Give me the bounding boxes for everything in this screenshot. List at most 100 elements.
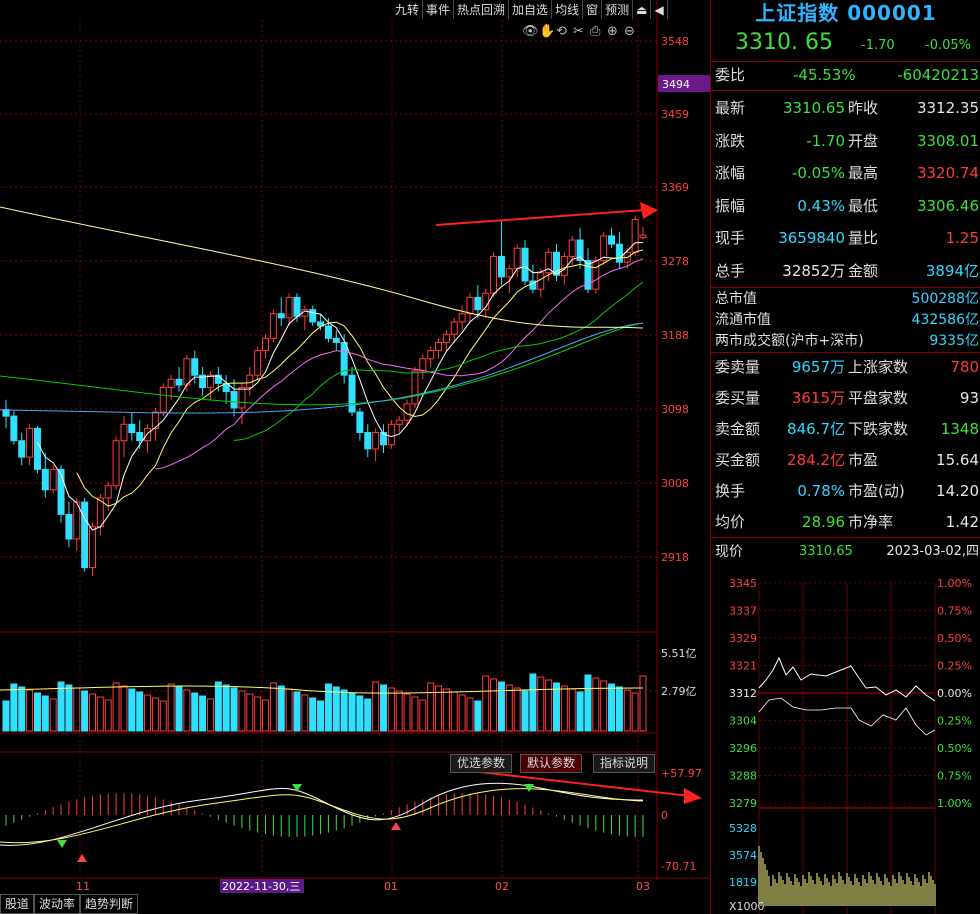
quote-value: 3306.46 xyxy=(916,196,979,215)
candle xyxy=(81,501,89,569)
zoom-in-icon[interactable]: ⊕ xyxy=(607,24,618,39)
sell-signal-icon xyxy=(524,784,534,792)
quote-label: 最低 xyxy=(848,196,879,215)
indicator-help-button[interactable]: 指标说明 xyxy=(593,754,656,773)
candle xyxy=(497,255,505,278)
mini-price-tick: 3345 xyxy=(729,577,757,590)
volume-bar xyxy=(631,692,639,732)
volume-bar xyxy=(254,696,262,732)
toolbar-item[interactable]: 预测 xyxy=(602,0,634,19)
candle xyxy=(112,440,120,487)
scissors-icon[interactable]: ✂ xyxy=(573,24,584,39)
candle xyxy=(309,309,317,323)
intraday-minute-chart[interactable]: 3345 1.00% 3337 0.75% 3329 0.50% 3321 0.25% 3312… xyxy=(711,570,980,914)
date-tick: 11 xyxy=(76,880,90,893)
optimal-params-button[interactable]: 优选参数 xyxy=(450,754,513,773)
candle xyxy=(175,378,183,386)
zoom-out-icon[interactable]: ⊖ xyxy=(624,24,635,39)
quote-value: 1.25 xyxy=(945,229,979,247)
stock-change-pct: -0.05% xyxy=(925,38,971,53)
bottom-tabs: 股道 波动率 趋势判断 xyxy=(0,894,139,914)
volume-bar xyxy=(427,682,435,732)
lock-icon[interactable]: ⏏ xyxy=(633,0,652,19)
volume-bar xyxy=(183,689,191,732)
candle xyxy=(89,526,97,569)
toolbar-item[interactable]: 加自选 xyxy=(509,0,553,19)
eye-icon[interactable]: 👁 xyxy=(522,24,539,39)
quote-label: 最高 xyxy=(848,164,879,182)
candle xyxy=(435,341,443,352)
toolbar-item[interactable]: 事件 xyxy=(423,0,455,19)
volume-bar xyxy=(419,699,427,732)
tab-trend[interactable]: 趋势判断 xyxy=(80,894,139,914)
market-value: 9335亿 xyxy=(929,333,979,349)
volume-bar xyxy=(466,697,474,732)
now-date: 2023-03-02,四 xyxy=(886,544,979,559)
toolbar-item[interactable]: 热点回溯 xyxy=(454,0,510,19)
buy-signal-icon xyxy=(391,822,401,830)
date-tick: 2022-11-30,三 xyxy=(222,880,300,893)
tab-volatility[interactable]: 波动率 xyxy=(34,894,81,914)
volume-bar xyxy=(2,700,10,732)
volume-bar xyxy=(490,678,498,732)
candle xyxy=(411,370,419,405)
mini-price-tick: 3279 xyxy=(729,797,757,810)
candle xyxy=(395,419,403,425)
current-price-box xyxy=(658,75,710,92)
candle xyxy=(183,358,191,386)
stat-label: 市盈 xyxy=(848,451,879,469)
annotation-arrow xyxy=(435,209,646,226)
mini-pct-tick: 0.75% xyxy=(937,770,972,783)
candle xyxy=(332,337,340,343)
weibi-label: 委比 xyxy=(715,66,746,84)
candle xyxy=(490,255,498,294)
toolbar-item[interactable]: 九转 xyxy=(392,0,424,19)
kline-chart-area[interactable]: 3548 3459 3369 3278 3188 3098 3008 2918 3494 👁 ✋ ⟲ ✂… xyxy=(0,0,710,914)
volume-bar xyxy=(301,694,309,732)
candle xyxy=(568,239,576,257)
sell-signal-icon xyxy=(57,840,67,848)
stat-value: 846.7亿 xyxy=(787,420,845,438)
ma60-line xyxy=(0,322,644,414)
undo-icon[interactable]: ⟲ xyxy=(556,24,567,39)
quote-label: 昨收 xyxy=(848,99,879,117)
ma10-line xyxy=(76,249,644,507)
volume-bar xyxy=(552,682,560,732)
print-icon[interactable]: ⎙ xyxy=(590,24,601,39)
volume-bar xyxy=(497,681,505,732)
quote-value: 3308.01 xyxy=(916,131,979,150)
date-tick: 02 xyxy=(495,880,509,893)
volume-bar xyxy=(238,690,246,732)
quote-value: 32852万 xyxy=(782,261,845,280)
candle xyxy=(537,272,545,290)
toolbar-item[interactable]: 窗 xyxy=(583,0,603,19)
toolbar-item[interactable]: 均线 xyxy=(552,0,584,19)
volume-bar xyxy=(120,685,128,732)
date-tick: 03 xyxy=(636,880,650,893)
candle xyxy=(120,423,128,442)
volume-bar xyxy=(529,673,537,732)
candle xyxy=(73,501,81,540)
candle xyxy=(26,427,34,458)
current-price-tick: 3494 xyxy=(662,78,690,91)
candle xyxy=(608,235,616,245)
candle xyxy=(372,432,380,450)
candle xyxy=(159,386,167,413)
quote-label: 量比 xyxy=(848,229,879,247)
hand-icon[interactable]: ✋ xyxy=(539,23,555,39)
candle xyxy=(584,260,592,290)
stat-value: 1348 xyxy=(940,420,979,438)
volume-bar xyxy=(600,680,608,732)
stat-value: 3615万 xyxy=(791,389,845,407)
stat-value: 9657万 xyxy=(791,358,845,376)
mini-pct-tick: 0.00% xyxy=(937,687,972,700)
volume-bar xyxy=(364,698,372,732)
tab-gudao[interactable]: 股道 xyxy=(0,894,35,914)
stat-value: 780 xyxy=(950,358,979,376)
exit-icon[interactable]: ◀ xyxy=(651,0,668,19)
volume-bar xyxy=(65,684,73,732)
macd-tick: 0 xyxy=(661,809,668,822)
mini-price-line xyxy=(758,656,936,702)
default-params-button[interactable]: 默认参数 xyxy=(520,754,583,773)
candle xyxy=(33,427,41,470)
